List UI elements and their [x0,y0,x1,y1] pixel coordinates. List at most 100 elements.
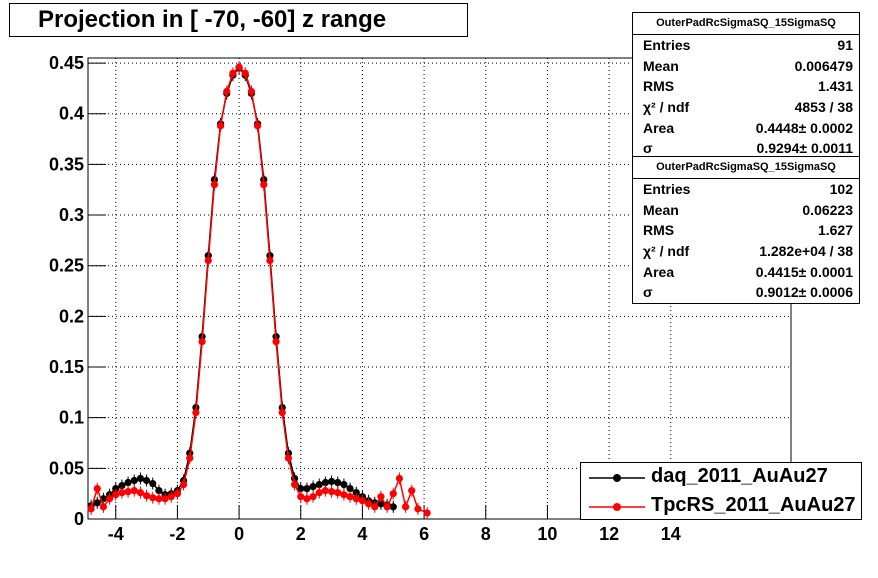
x-tick-label: 0 [234,524,244,544]
data-point [340,480,348,489]
x-tick-label: 2 [296,524,306,544]
data-point [210,181,219,189]
stats-row-mean: Mean 0.06223 [643,201,853,218]
data-point [423,509,431,517]
data-point [278,409,286,417]
series-daq [87,62,397,513]
series-tpcrs [87,61,431,519]
data-point [235,63,243,71]
chart-title: Projection in [ -70, -60] z range [9,3,468,37]
data-point [340,491,348,499]
data-point [395,474,404,483]
data-point [179,480,188,489]
data-point [130,476,138,485]
legend-entry-daq: daq_2011_AuAu27 [581,463,861,491]
data-point [315,480,323,489]
data-point [155,495,163,503]
data-point [315,489,323,497]
data-point [142,476,151,485]
y-tick-label: 0.4 [59,104,84,124]
data-point [161,495,169,503]
x-tick-label: 6 [419,524,429,544]
data-point [297,485,305,493]
data-point [346,485,354,493]
data-point [112,485,120,493]
data-point [327,477,336,486]
data-point [93,499,101,507]
y-axis: 0 0.05 0.1 0.15 0.2 0.25 0.3 0.35 0.4 0.45 [49,53,106,529]
stats-row-entries: Entries 102 [643,181,853,198]
data-point [124,488,132,496]
stats-row-rms: RMS 1.627 [643,222,853,239]
data-point [124,478,132,487]
data-point [260,181,268,189]
data-point [309,482,317,491]
data-point [408,487,416,495]
series-line [90,66,428,514]
data-point [321,478,330,487]
data-point [223,87,231,96]
data-point [130,487,138,495]
data-point [173,490,182,498]
data-point [377,493,385,501]
data-point [105,495,114,503]
y-tick-label: 0.05 [49,458,84,478]
data-point [192,409,200,417]
y-tick-label: 0 [74,509,84,529]
data-point [389,503,397,511]
data-point [87,505,95,513]
stats-row-rms: RMS 1.431 [643,78,853,95]
stats-row-sigma: σ 0.9294± 0.0011 [643,140,853,157]
data-point [303,495,311,503]
y-tick-label: 0.45 [49,53,84,73]
y-tick-label: 0.2 [59,306,84,326]
data-point [198,338,206,346]
x-tick-label: 4 [357,524,367,544]
legend-marker-tpcrs [589,503,645,511]
data-point [358,497,367,505]
stats-box-tpcrs: OuterPadRcSigmaSQ_15SigmaSQ Entries 102 M… [632,156,860,304]
stats-row-mean: Mean 0.006479 [643,57,853,74]
data-point [334,478,342,487]
x-tick-label: -2 [169,524,185,544]
data-point [321,487,330,495]
x-tick-label: 10 [537,524,557,544]
data-point [241,69,249,77]
data-point [112,491,120,499]
data-point [204,257,212,265]
stats-box-header: OuterPadRcSigmaSQ_15SigmaSQ [633,157,859,179]
y-tick-label: 0.35 [49,154,84,174]
data-point [290,480,299,489]
data-point [136,474,145,483]
data-point [155,487,163,495]
data-point [284,454,293,462]
stats-row-chi2: χ² / ndf 4853 / 38 [643,99,853,116]
data-point [142,492,151,500]
data-point [383,503,391,511]
data-point [309,493,317,501]
stats-row-area: Area 0.4448± 0.0002 [643,119,853,136]
data-point [266,257,274,265]
data-point [352,489,360,497]
x-tick-label: 12 [599,524,619,544]
data-point [371,503,379,511]
data-point [327,488,336,496]
data-point [167,493,175,501]
stats-row-area: Area 0.4415± 0.0001 [643,263,853,280]
y-tick-label: 0.3 [59,205,84,225]
data-point [149,494,157,502]
data-point [346,493,354,501]
data-point [253,122,262,130]
stats-row-chi2: χ² / ndf 1.282e+04 / 38 [643,243,853,260]
data-point [118,481,126,490]
data-point [352,495,360,503]
series-line [90,66,394,508]
data-point [149,479,157,488]
data-series [87,61,431,519]
data-point [216,122,225,130]
data-point [414,505,422,513]
stats-row-entries: Entries 91 [643,37,853,54]
data-point [186,454,194,462]
data-point [136,489,145,497]
